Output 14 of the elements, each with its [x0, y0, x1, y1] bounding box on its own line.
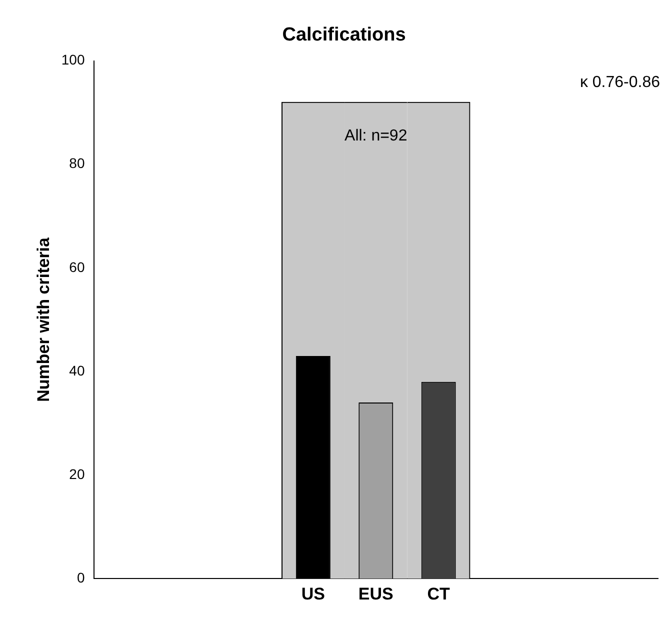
y-tick-label: 100 — [61, 52, 85, 68]
x-tick-label: CT — [427, 584, 451, 604]
annotation: κ 0.76-0.86 — [580, 74, 660, 92]
y-tick-label: 60 — [69, 258, 85, 275]
y-tick-label: 0 — [76, 569, 85, 586]
y-tick-label: 20 — [69, 466, 85, 482]
x-tick-label: EUS — [358, 584, 394, 604]
chart-title: Calcifications — [282, 24, 406, 46]
x-tick-label: US — [301, 584, 325, 604]
annotation: All: n=92 — [344, 128, 408, 145]
y-axis-title: Number with criteria — [34, 236, 53, 402]
bar — [296, 356, 330, 579]
y-tick-label: 80 — [69, 155, 85, 172]
y-tick-label: 40 — [69, 362, 85, 378]
